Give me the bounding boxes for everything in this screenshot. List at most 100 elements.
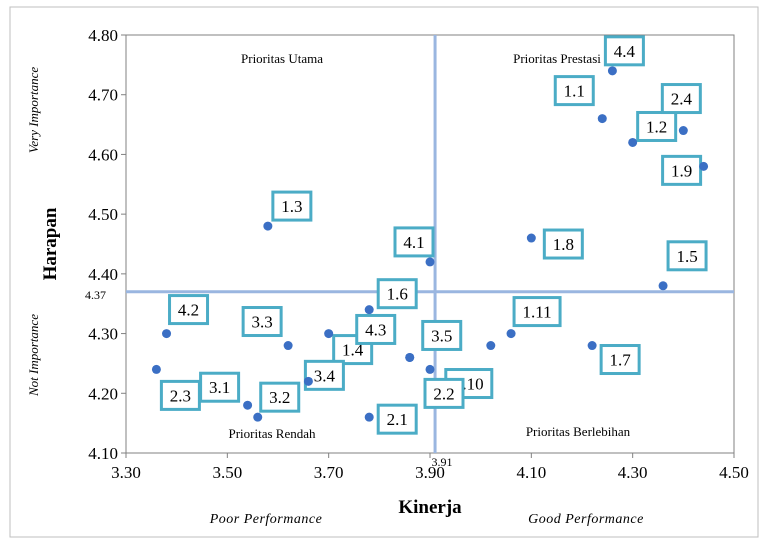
point-label-1-3: 1.3 (271, 190, 313, 222)
x-axis-title: Kinerja (398, 497, 462, 518)
data-point (658, 281, 668, 291)
y-axis-title: Harapan (40, 207, 61, 280)
point-label-box (271, 190, 313, 222)
point-label-box (355, 313, 397, 345)
divider-y-value: 4.37 (85, 288, 106, 302)
side-label-not-importance: Not Importance (26, 314, 41, 397)
y-tick-label: 4.40 (88, 265, 118, 284)
point-label-box (199, 371, 241, 403)
y-tick-label: 4.30 (88, 325, 118, 344)
point-label-box (303, 359, 345, 391)
point-label-2-4: 2.4 (660, 83, 702, 115)
data-point (506, 329, 516, 339)
point-label-text: 1.4 (342, 341, 364, 360)
point-label-4-2: 4.2 (168, 294, 210, 326)
point-label-3-3: 3.3 (241, 306, 283, 338)
data-point (253, 412, 263, 422)
point-label-text: 4.2 (178, 301, 199, 320)
point-label-text: 3.3 (252, 313, 273, 332)
point-label-text: 3.1 (209, 378, 230, 397)
point-label-box (168, 294, 210, 326)
y-tick-label: 4.70 (88, 86, 118, 105)
point-label-1-5: 1.5 (666, 240, 708, 272)
point-label-2-1: 2.1 (376, 403, 418, 435)
point-label-text: 2.1 (387, 410, 408, 429)
quadrant-label-top-left: Prioritas Utama (241, 51, 323, 66)
data-point (151, 364, 161, 374)
point-label-text: 1.5 (676, 247, 697, 266)
x-tick-label: 3.50 (212, 463, 242, 482)
point-label-box (603, 35, 645, 67)
point-label-4-4: 4.4 (603, 35, 645, 67)
x-tick-label: 3.90 (415, 463, 445, 482)
side-label-very-importance: Very Importance (26, 67, 41, 154)
data-point (699, 161, 709, 171)
data-point (303, 376, 313, 386)
point-label-text: 4.4 (614, 42, 636, 61)
point-label-1-9: 1.9 (661, 154, 703, 186)
point-labels: 1.11.21.31.41.51.61.71.81.91.101.112.12.… (159, 35, 708, 435)
data-point (526, 233, 536, 243)
point-label-text: 1.8 (553, 235, 574, 254)
point-label-2-3: 2.3 (159, 379, 201, 411)
x-tick-label: 3.30 (111, 463, 141, 482)
point-label-box (660, 83, 702, 115)
point-label-text: 1.6 (387, 285, 408, 304)
data-point (364, 412, 374, 422)
point-label-box (376, 278, 418, 310)
point-label-text: 4.3 (365, 320, 386, 339)
data-point (486, 341, 496, 351)
point-label-box (661, 154, 703, 186)
data-point (162, 329, 172, 339)
y-axis-ticks: 4.10 4.20 4.30 4.40 4.50 4.60 4.70 4.80 (88, 26, 126, 463)
y-tick-label: 4.20 (88, 384, 118, 403)
point-label-3-2: 3.2 (259, 381, 301, 413)
x-axis-ticks: 3.30 3.50 3.70 3.90 4.10 4.30 4.50 (111, 453, 749, 482)
data-point (405, 352, 415, 362)
y-tick-label: 4.10 (88, 444, 118, 463)
divider-x-value: 3.91 (432, 455, 453, 469)
x-tick-label: 4.30 (618, 463, 648, 482)
point-label-1-8: 1.8 (542, 228, 584, 260)
point-label-2-2: 2.2 (423, 377, 465, 409)
point-label-box (259, 381, 301, 413)
data-point (364, 305, 374, 315)
data-point (587, 341, 597, 351)
point-label-text: 4.1 (403, 233, 424, 252)
bottom-label-poor-performance: Poor Performance (209, 512, 323, 527)
point-label-text: 1.2 (646, 117, 667, 136)
quadrant-label-top-right: Prioritas Prestasi (513, 51, 601, 66)
point-label-text: 3.2 (269, 388, 290, 407)
point-label-text: 1.9 (671, 161, 692, 180)
point-label-text: 1.3 (281, 197, 302, 216)
point-label-box (666, 240, 708, 272)
point-label-4-3: 4.3 (355, 313, 397, 345)
data-point (628, 137, 638, 147)
data-point (324, 329, 334, 339)
point-label-box (421, 319, 463, 351)
x-tick-label: 4.50 (719, 463, 749, 482)
y-tick-label: 4.60 (88, 145, 118, 164)
point-label-box (542, 228, 584, 260)
data-point (597, 114, 607, 124)
point-label-1-1: 1.1 (553, 75, 595, 107)
point-label-text: 1.11 (523, 303, 552, 322)
point-label-text: 3.4 (314, 366, 336, 385)
point-label-text: 2.3 (170, 386, 191, 405)
bottom-label-good-performance: Good Performance (528, 512, 644, 527)
point-label-text: 2.4 (671, 90, 693, 109)
point-label-box (512, 296, 562, 328)
point-label-1-7: 1.7 (599, 344, 641, 376)
data-point (263, 221, 273, 231)
point-label-box (241, 306, 283, 338)
quadrant-label-bottom-right: Prioritas Berlebihan (526, 424, 631, 439)
data-point (425, 364, 435, 374)
point-label-box (423, 377, 465, 409)
point-label-1-11: 1.11 (512, 296, 562, 328)
point-label-box (599, 344, 641, 376)
point-label-text: 2.2 (433, 384, 454, 403)
point-label-1-6: 1.6 (376, 278, 418, 310)
point-label-3-4: 3.4 (303, 359, 345, 391)
point-label-box (376, 403, 418, 435)
point-label-text: 3.5 (431, 326, 452, 345)
